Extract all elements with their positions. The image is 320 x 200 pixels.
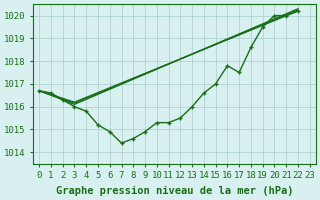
X-axis label: Graphe pression niveau de la mer (hPa): Graphe pression niveau de la mer (hPa) <box>56 186 293 196</box>
